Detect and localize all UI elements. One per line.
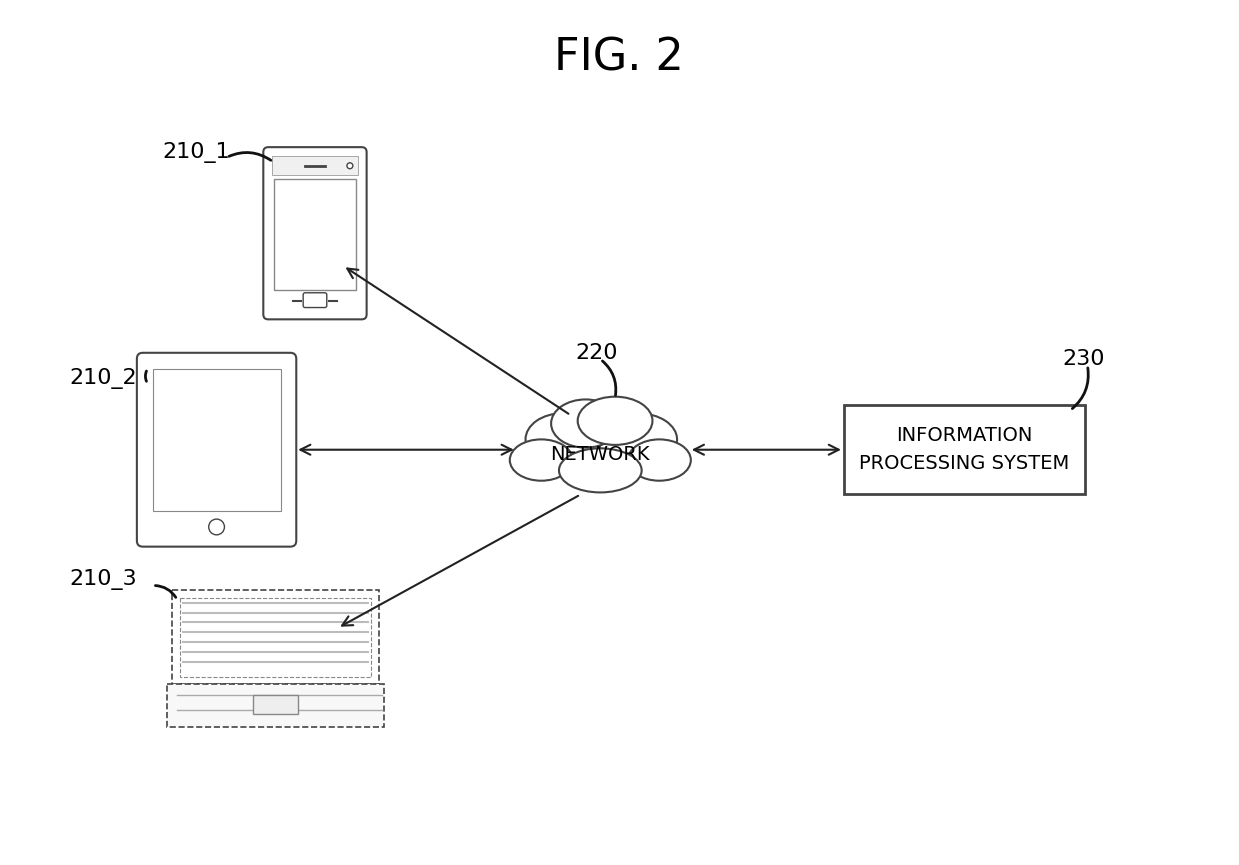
Bar (172, 590, 379, 684)
Text: PROCESSING SYSTEM: PROCESSING SYSTEM (860, 454, 1069, 473)
Text: 210_3: 210_3 (69, 569, 136, 590)
Ellipse shape (525, 413, 601, 465)
FancyBboxPatch shape (136, 353, 296, 547)
Text: NETWORK: NETWORK (550, 445, 650, 465)
Text: 210_1: 210_1 (162, 142, 230, 163)
Bar (273, 156, 358, 176)
FancyBboxPatch shape (304, 292, 327, 308)
Ellipse shape (559, 448, 642, 492)
Bar (844, 406, 1085, 494)
Circle shape (208, 519, 224, 535)
Bar (180, 598, 370, 676)
Text: FIG. 2: FIG. 2 (554, 36, 684, 80)
Circle shape (347, 163, 353, 169)
Bar (274, 179, 356, 290)
Ellipse shape (546, 412, 654, 488)
Bar (167, 684, 384, 727)
Ellipse shape (509, 439, 572, 481)
FancyBboxPatch shape (264, 147, 367, 319)
Text: 210_2: 210_2 (69, 368, 136, 389)
Text: INFORMATION: INFORMATION (896, 426, 1032, 445)
Ellipse shape (551, 400, 620, 448)
Text: 230: 230 (1063, 349, 1105, 369)
Bar (253, 695, 299, 714)
Ellipse shape (628, 439, 691, 481)
Bar (152, 368, 280, 511)
Ellipse shape (598, 413, 676, 465)
Text: 220: 220 (576, 343, 618, 363)
Ellipse shape (577, 397, 653, 445)
